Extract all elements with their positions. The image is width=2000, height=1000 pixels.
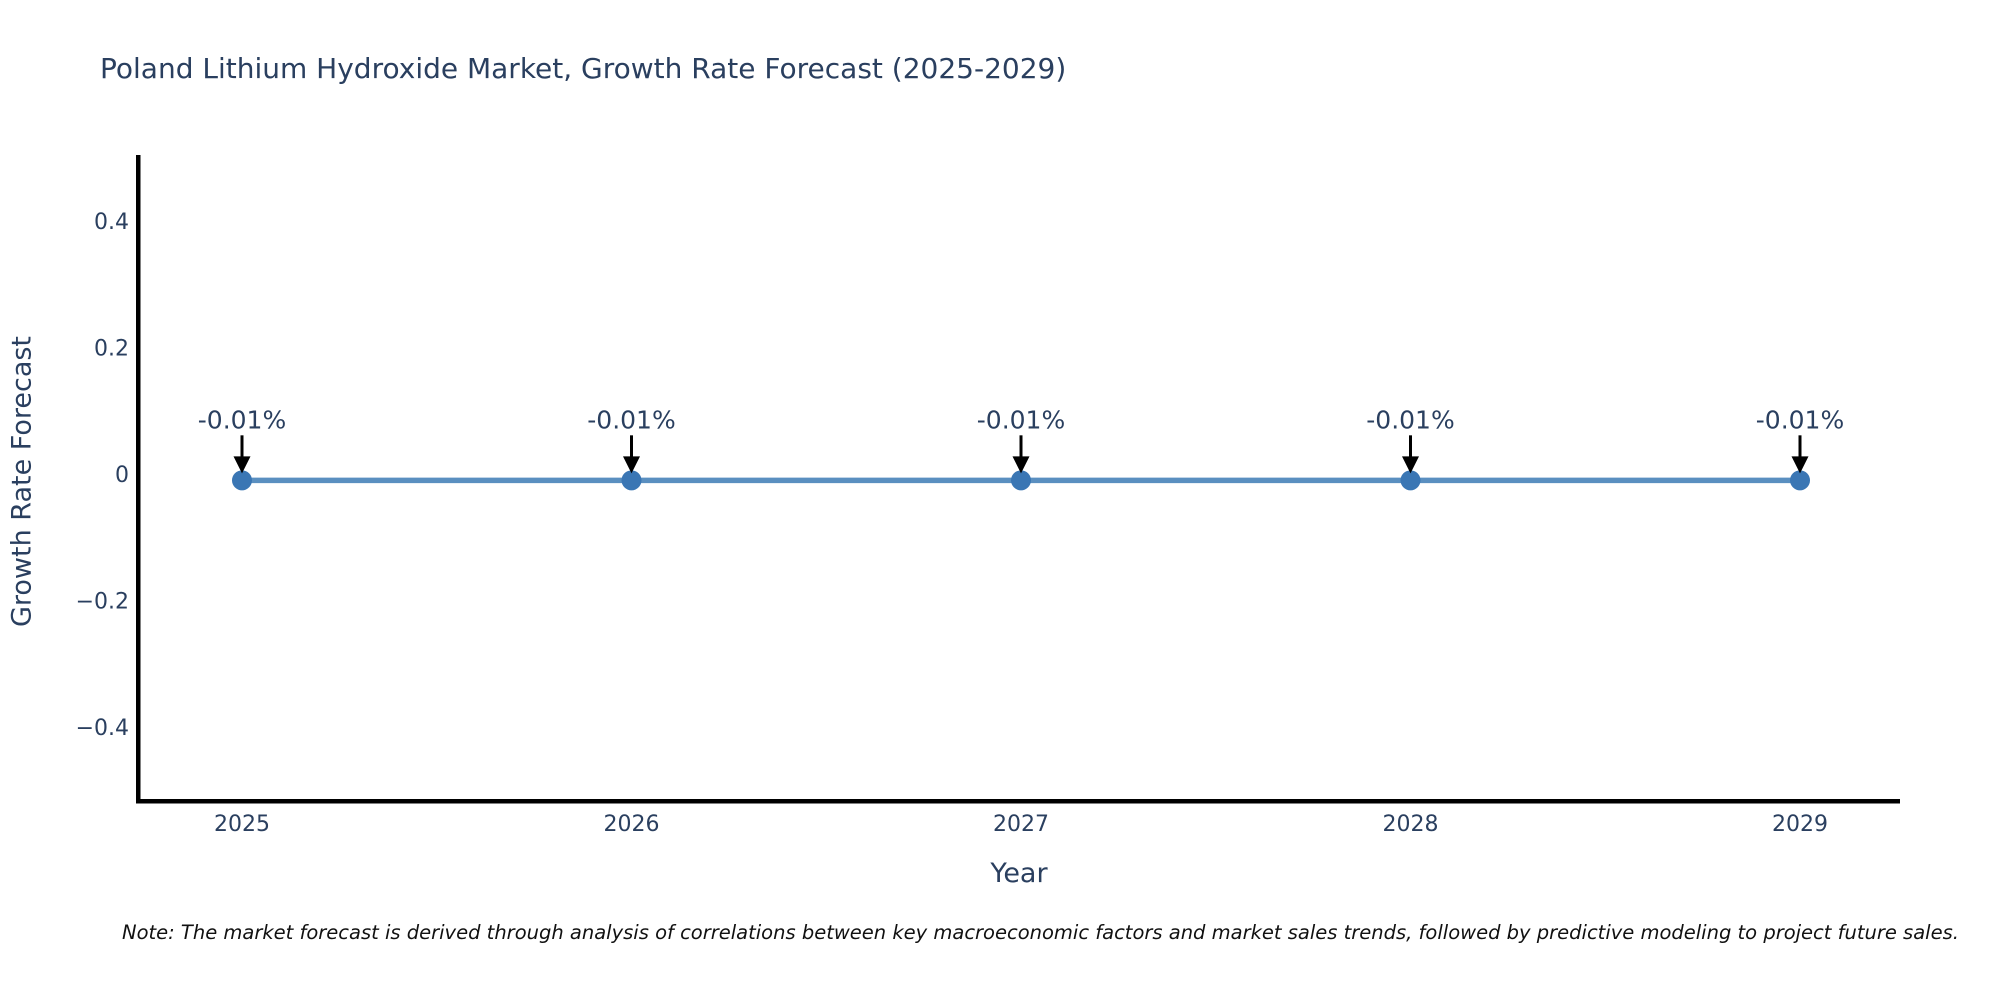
- x-axis-spine: [136, 799, 1900, 804]
- y-tick-label: 0.2: [94, 337, 129, 362]
- point-annotation: -0.01%: [1366, 405, 1454, 434]
- x-axis-title: Year: [990, 858, 1048, 889]
- point-annotation: -0.01%: [977, 405, 1065, 434]
- data-point-marker: [1400, 470, 1421, 491]
- annotation-arrow-head: [1012, 456, 1030, 474]
- y-tick-label: −0.4: [76, 716, 129, 741]
- y-tick-label: −0.2: [76, 590, 129, 615]
- annotation-arrow-head: [233, 456, 251, 474]
- annotation-arrow-head: [1402, 456, 1419, 474]
- point-annotation: -0.01%: [587, 405, 675, 434]
- point-annotation: -0.01%: [198, 405, 286, 434]
- annotation-arrow-head: [623, 456, 640, 474]
- annotation-arrow-head: [1791, 456, 1809, 474]
- x-tick-label: 2028: [1383, 812, 1439, 837]
- y-tick-label: 0.4: [94, 210, 129, 235]
- x-tick-label: 2026: [604, 812, 660, 837]
- footnote: Note: The market forecast is derived thr…: [122, 921, 1959, 944]
- data-point-marker: [1790, 470, 1810, 491]
- x-tick-label: 2027: [993, 812, 1049, 837]
- data-point-marker: [621, 470, 642, 491]
- data-point-marker: [1011, 470, 1031, 491]
- y-tick-label: 0: [115, 463, 129, 488]
- y-axis-spine: [136, 155, 141, 804]
- x-tick-label: 2029: [1772, 812, 1828, 837]
- chart-title: Poland Lithium Hydroxide Market, Growth …: [100, 52, 1067, 85]
- x-tick-label: 2025: [214, 812, 270, 837]
- data-point-marker: [232, 470, 252, 491]
- point-annotation: -0.01%: [1756, 405, 1844, 434]
